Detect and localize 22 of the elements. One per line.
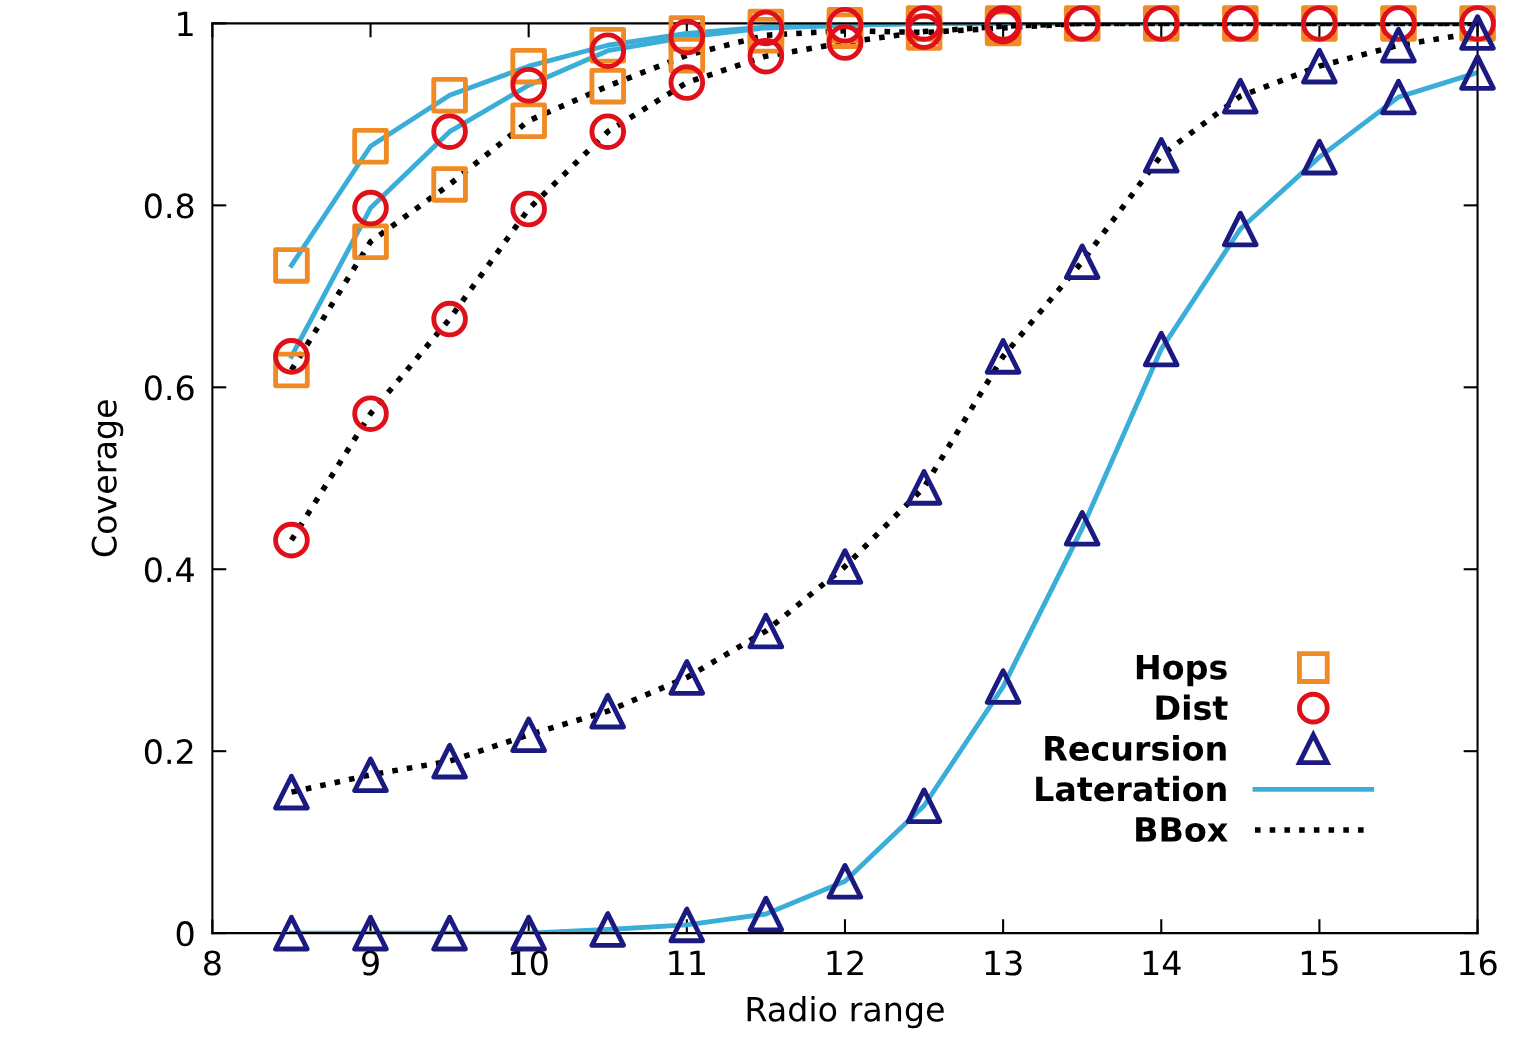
x-tick-label: 9 xyxy=(362,950,379,976)
x-tick-label: 12 xyxy=(827,950,863,976)
y-tick-label: 1 xyxy=(178,11,193,37)
y-tick-label: 0.8 xyxy=(144,193,194,219)
x-tick-label: 16 xyxy=(1460,950,1497,976)
legend-label: Hops xyxy=(1136,654,1227,687)
x-tick-label: 14 xyxy=(1143,950,1181,976)
x-tick-label: 13 xyxy=(985,950,1022,976)
legend-label: Recursion xyxy=(1045,735,1226,761)
y-axis-title: Coverage xyxy=(91,400,124,557)
legend-label: BBox xyxy=(1136,817,1228,843)
x-axis-title: Radio range xyxy=(747,995,944,1029)
y-tick-label: 0 xyxy=(176,921,194,947)
legend-label: Lateration xyxy=(1036,775,1226,802)
y-tick-label: 0.2 xyxy=(144,739,193,765)
y-tick-label: 0.4 xyxy=(144,557,194,583)
y-tick-label: 0.6 xyxy=(144,375,194,401)
x-tick-label: 8 xyxy=(204,950,221,976)
x-tick-label: 11 xyxy=(669,950,705,976)
x-tick-label: 15 xyxy=(1301,950,1338,976)
legend-label: Dist xyxy=(1156,694,1228,721)
x-tick-label: 10 xyxy=(511,950,548,976)
